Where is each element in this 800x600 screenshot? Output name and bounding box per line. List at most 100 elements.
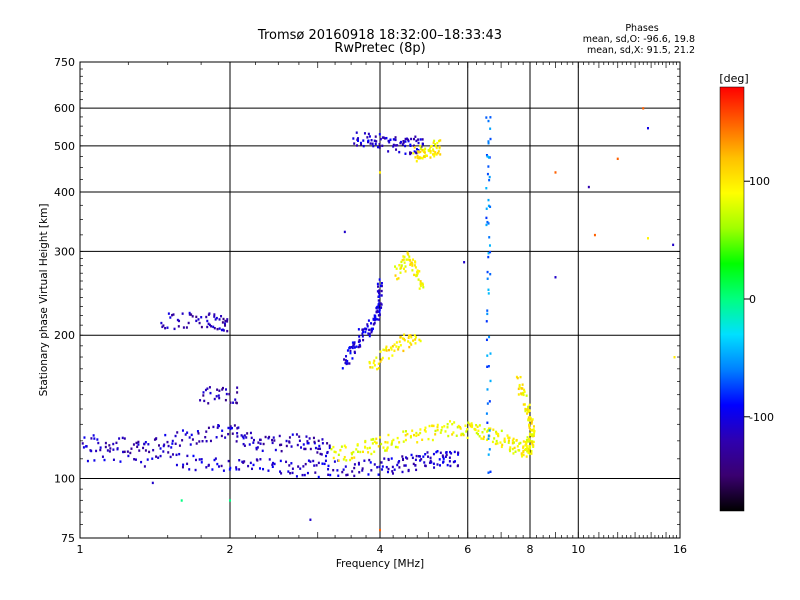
data-point: [206, 319, 209, 323]
data-point: [224, 398, 227, 402]
data-point: [362, 144, 365, 148]
data-point: [379, 284, 382, 288]
data-point: [171, 442, 174, 445]
data-point: [171, 313, 174, 317]
data-point: [353, 474, 356, 478]
data-point: [522, 403, 525, 406]
data-point: [452, 431, 455, 434]
data-point: [252, 441, 255, 444]
data-point: [198, 440, 201, 443]
data-point: [138, 449, 141, 452]
data-point: [358, 343, 361, 347]
data-point: [390, 457, 393, 460]
data-point: [133, 458, 136, 461]
data-point: [508, 436, 511, 439]
data-point: [327, 473, 330, 476]
data-point: [522, 393, 525, 397]
data-point: [375, 140, 378, 143]
data-point: [203, 399, 206, 403]
data-point: [377, 299, 380, 302]
data-point: [376, 367, 379, 371]
data-point: [213, 397, 216, 401]
data-point: [528, 452, 531, 456]
data-point: [460, 433, 463, 437]
data-point: [402, 430, 405, 433]
data-point: [101, 455, 104, 458]
data-point: [353, 346, 356, 349]
data-point: [378, 295, 381, 298]
data-point: [521, 455, 524, 458]
data-point: [404, 430, 407, 433]
data-point: [526, 447, 529, 450]
data-point: [348, 362, 351, 365]
data-point: [516, 376, 519, 380]
data-point: [353, 463, 356, 466]
data-point: [90, 449, 93, 453]
data-point: [407, 138, 410, 141]
data-point: [81, 442, 84, 445]
data-point: [455, 434, 458, 437]
data-point: [522, 450, 525, 454]
data-point: [330, 448, 333, 451]
data-point: [106, 449, 109, 452]
data-point: [529, 417, 532, 421]
data-point: [467, 421, 470, 424]
data-point: [305, 435, 308, 438]
data-point: [170, 446, 173, 449]
data-point: [187, 321, 190, 325]
data-point: [512, 437, 515, 441]
data-point: [376, 145, 379, 149]
data-point: [367, 139, 370, 142]
data-point: [216, 462, 219, 466]
data-point: [387, 433, 390, 437]
data-point: [229, 499, 231, 502]
data-point: [439, 451, 442, 454]
data-point: [485, 216, 488, 220]
data-point: [291, 471, 294, 475]
data-point: [527, 450, 530, 453]
data-point: [383, 137, 386, 140]
data-point: [288, 436, 291, 439]
data-point: [378, 142, 381, 146]
data-point: [530, 450, 533, 453]
data-point: [466, 428, 469, 431]
data-point: [511, 442, 514, 445]
data-point: [173, 327, 176, 331]
data-point: [503, 439, 506, 442]
data-point: [378, 313, 381, 316]
data-point: [146, 458, 149, 461]
data-point: [419, 147, 422, 150]
data-point: [377, 305, 380, 309]
data-point: [208, 386, 211, 389]
data-point: [507, 439, 510, 442]
data-point: [518, 449, 521, 452]
data-point: [482, 435, 485, 439]
data-point: [194, 468, 197, 472]
data-point: [399, 141, 402, 145]
data-point: [334, 450, 337, 454]
data-point: [395, 341, 398, 344]
data-point: [236, 432, 239, 435]
data-point: [249, 461, 252, 465]
data-point: [160, 321, 163, 325]
data-point: [525, 441, 528, 444]
data-point: [379, 171, 381, 174]
colorbar-tick-label: -100: [749, 411, 774, 424]
data-point: [379, 137, 382, 141]
data-point: [419, 138, 422, 141]
y-tick-label: 300: [54, 245, 75, 258]
data-point: [418, 157, 421, 160]
data-point: [222, 317, 225, 321]
data-point: [188, 436, 191, 439]
data-point: [419, 150, 422, 154]
data-point: [148, 450, 151, 454]
data-point: [99, 448, 102, 452]
data-point: [404, 464, 407, 467]
data-point: [287, 470, 290, 473]
data-point: [218, 389, 221, 392]
data-point: [393, 349, 396, 352]
data-point: [487, 453, 490, 456]
data-point: [432, 141, 435, 144]
data-point: [413, 146, 416, 149]
data-point: [402, 267, 405, 271]
